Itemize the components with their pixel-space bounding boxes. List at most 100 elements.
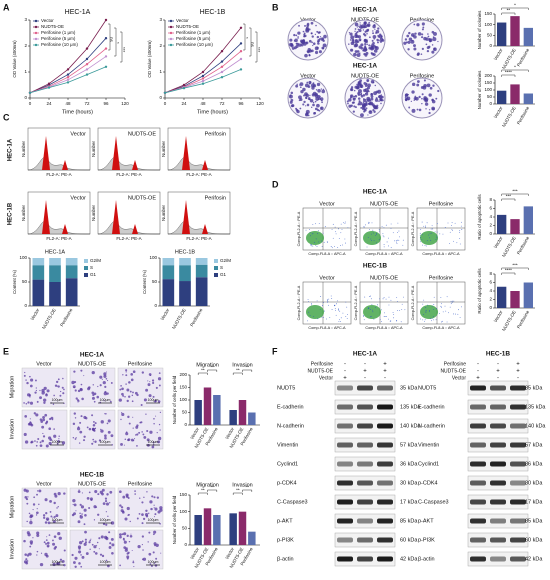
colony xyxy=(307,114,310,117)
stained-cell xyxy=(81,555,85,559)
sig-bracket xyxy=(242,369,253,372)
stained-cell xyxy=(153,504,155,506)
cell xyxy=(446,321,448,323)
colony xyxy=(295,34,298,37)
y-tick-label: 0 xyxy=(489,43,492,48)
legend-marker xyxy=(34,37,38,41)
y-tick-label: 150 xyxy=(179,492,187,497)
stained-cell xyxy=(27,401,30,404)
band xyxy=(377,518,393,524)
stained-cell xyxy=(96,541,99,544)
cell xyxy=(331,298,333,299)
colony xyxy=(315,89,318,91)
g1-peak xyxy=(182,200,190,234)
cell xyxy=(449,231,451,233)
cell xyxy=(383,246,385,248)
sig-label: ** xyxy=(210,365,214,370)
y-tick-label: 1 xyxy=(24,69,27,74)
cell xyxy=(328,298,330,300)
treatment-sign: - xyxy=(344,362,346,368)
stained-cell xyxy=(124,438,127,441)
colony xyxy=(418,95,421,99)
cell xyxy=(447,222,449,224)
colony xyxy=(290,91,294,95)
colony xyxy=(319,97,324,101)
colony xyxy=(348,98,352,102)
stained-cell xyxy=(78,400,80,402)
stained-cell xyxy=(79,503,82,506)
stained-cell xyxy=(119,564,121,567)
colony xyxy=(429,40,432,43)
kda-label: 140 kDa xyxy=(400,423,421,429)
image-title: HEC-1A xyxy=(353,63,378,70)
colony xyxy=(346,100,349,103)
x-tick-label: Perifosine xyxy=(59,307,74,327)
stained-cell xyxy=(123,532,127,536)
stained-cell xyxy=(142,433,145,436)
sig-label: *** xyxy=(506,194,512,199)
band xyxy=(357,461,373,467)
stained-cell xyxy=(133,438,136,440)
cell xyxy=(454,222,456,224)
stained-cell xyxy=(90,498,93,502)
bar xyxy=(523,27,533,46)
stained-cell xyxy=(91,396,95,400)
stained-cell xyxy=(79,512,81,515)
cell xyxy=(319,309,321,310)
colony xyxy=(356,26,358,28)
image-label: NUDT5-OE xyxy=(78,361,106,367)
colony xyxy=(423,36,427,41)
bar xyxy=(238,511,247,545)
cell xyxy=(373,318,375,320)
stained-cell xyxy=(119,535,122,539)
stained-cell xyxy=(132,370,136,374)
kda-label: 60 kDa xyxy=(400,537,418,543)
cell xyxy=(309,235,311,237)
cell xyxy=(316,246,318,247)
x-tick-label: 0 xyxy=(29,101,32,106)
colony xyxy=(363,110,366,113)
stained-cell xyxy=(78,489,80,491)
cell xyxy=(436,235,438,237)
cell xyxy=(451,229,453,231)
stained-cell xyxy=(155,386,158,389)
cell xyxy=(334,246,335,248)
stained-cell xyxy=(125,495,129,498)
colony xyxy=(370,80,375,84)
band xyxy=(357,385,373,391)
cell xyxy=(386,241,388,243)
stained-cell xyxy=(127,415,130,419)
stained-cell xyxy=(102,380,106,385)
histogram-frame xyxy=(167,191,231,235)
kda-label: 57 kDa xyxy=(525,442,543,448)
image-label: Perifosine xyxy=(429,201,453,207)
stained-cell xyxy=(99,490,103,494)
stained-cell xyxy=(148,552,152,556)
cell xyxy=(384,316,386,318)
cell xyxy=(458,309,459,311)
colony xyxy=(365,51,369,55)
stained-cell xyxy=(142,557,147,561)
stained-cell xyxy=(58,435,60,437)
stained-cell xyxy=(147,512,150,515)
cell xyxy=(347,227,349,229)
stained-cell xyxy=(91,427,95,431)
cell xyxy=(420,318,421,320)
cell xyxy=(441,306,443,308)
point xyxy=(182,86,186,90)
stained-cell xyxy=(109,400,112,403)
x-tick-label: NUDT5-OE xyxy=(41,308,57,330)
stained-cell xyxy=(72,437,75,439)
histogram-frame xyxy=(97,127,161,171)
colony xyxy=(407,98,410,101)
stained-cell xyxy=(75,397,78,400)
stained-cell xyxy=(88,427,92,431)
colony xyxy=(314,50,319,55)
group-label: Migration xyxy=(196,362,219,368)
sig-bracket xyxy=(114,27,117,57)
colony xyxy=(300,89,304,94)
y-axis-label: Number of colonies xyxy=(477,10,482,50)
cell xyxy=(347,313,348,315)
cell xyxy=(370,315,372,317)
